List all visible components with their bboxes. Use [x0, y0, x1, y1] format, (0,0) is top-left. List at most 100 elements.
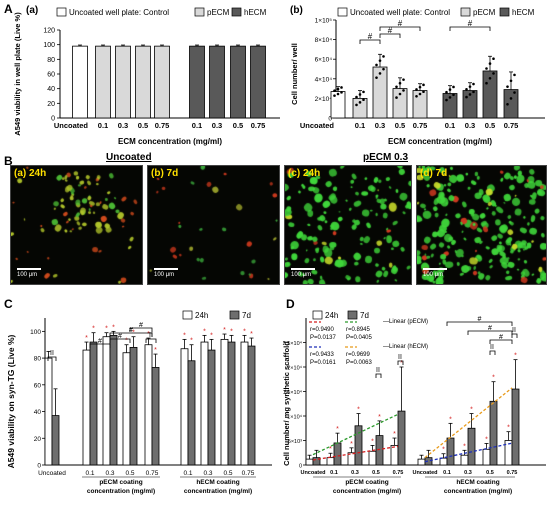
chart-ab-legend-pecm-label: pECM [473, 8, 496, 17]
chart-d-star: * [470, 407, 473, 414]
chart-ab-ytick-label: 6×10⁴ [315, 57, 333, 64]
chart-d-bar-24h [390, 444, 399, 466]
chart-c-star: * [125, 338, 128, 345]
chart-d-star: * [507, 425, 510, 432]
chart-aa-bar [135, 45, 151, 119]
chart-d-xlabel-h: hECM coating [456, 479, 499, 486]
chart-c-xtick-label: 0.1 [183, 470, 192, 477]
chart-ab-xtick-label: 0.3 [465, 121, 475, 130]
chart-aa-ytick-label: 40 [47, 86, 55, 93]
chart-ab-sig-bracket [359, 39, 381, 44]
chart-aa-xtick-label: 0.3 [212, 121, 222, 130]
chart-d-bar-24h [326, 457, 335, 466]
panel-letter-d: D [286, 297, 295, 311]
chart-ab-point [355, 103, 358, 107]
chart-d-xtick-label: 0.75 [507, 470, 518, 476]
chart-ab-sublabel: (b) [290, 5, 303, 16]
chart-aa-xtick-label: Uncoated [54, 121, 89, 130]
micro-image-a [11, 166, 142, 284]
chart-c-ytick-label: 100 [30, 329, 41, 336]
chart-aa-bar [72, 45, 88, 119]
chart-aa-bar [95, 45, 111, 119]
chart-ab-point [418, 85, 422, 89]
chart-d-bar-7d [354, 425, 363, 466]
chart-d-sig-bracket [511, 333, 518, 338]
chart-c-bar-24h [122, 352, 131, 466]
chart-ab-legend-hecm-label: hECM [512, 8, 535, 17]
chart-aa-bar [230, 45, 246, 119]
chart-aa-ytick-label: 60 [47, 72, 55, 79]
chart-c-star: * [112, 324, 115, 331]
chart-aa-legend-pecm-swatch [194, 7, 205, 17]
chart-ab-point [452, 85, 455, 89]
chart-ab-point [415, 94, 418, 98]
chart-d-trend-hecm-7d [424, 387, 513, 459]
panel-letter-b: B [4, 154, 13, 168]
chart-ab-xtick-label: 0.3 [375, 121, 385, 130]
chart-c-bar-7d [151, 367, 160, 466]
chart-d-trend-pecm-7d [312, 413, 399, 456]
chart-d-sig-mark: # [499, 334, 503, 341]
micro-panel-a: (a) 24h 100 μm [10, 165, 143, 285]
chart-ab-point [333, 89, 336, 93]
chart-d-bar-7d [375, 435, 384, 466]
chart-d-ytick-label: 0 [299, 464, 302, 470]
chart-d-bar-24h [439, 457, 448, 466]
chart-d-ytick-label: 2×10⁴ [287, 365, 302, 372]
micro-panel-c: (c) 24h 100 μm [284, 165, 412, 285]
chart-ab-point [445, 98, 448, 102]
chart-c-bar-7d [247, 345, 256, 466]
chart-c-xlabel-h-2: concentration (mg/ml) [184, 488, 252, 495]
chart-ab-point [395, 85, 398, 89]
chart-c-xtick-label: 0.75 [242, 470, 255, 477]
scale-bar-d [423, 268, 447, 270]
chart-c-star: * [92, 326, 95, 333]
chart-ab-point [336, 92, 340, 96]
chart-d-fit-hecm-p7: P=0.0063 [346, 360, 373, 366]
chart-d-star: * [378, 414, 381, 421]
chart-c-star: * [183, 332, 186, 339]
micro-panel-b: (b) 7d 100 μm [147, 165, 280, 285]
chart-d-sig-mark: # [478, 316, 482, 323]
chart-aa-ytick-label: 20 [47, 101, 55, 108]
chart-d-sig-mark: II [490, 344, 494, 351]
chart-ab-xtick-label: 0.1 [445, 121, 455, 130]
chart-c-star: * [243, 328, 246, 335]
chart-ab-point [336, 87, 340, 91]
chart-d-sig-mark: II [376, 367, 380, 374]
chart-ab-sig-mark: # [468, 19, 473, 28]
chart-aa-ylabel: A549 viability in well plate (Live %) [13, 12, 22, 136]
chart-ab-ytick-label: 1×10⁵ [315, 18, 333, 25]
chart-d-bar-7d [489, 400, 498, 466]
chart-d-xtick-label: 0.75 [393, 470, 404, 476]
panel-letter-a: A [4, 2, 13, 16]
chart-ab-point [358, 93, 362, 96]
chart-d-legend-24h-swatch [312, 310, 323, 320]
chart-d-sig-mark: II [512, 327, 516, 334]
chart-aa-legend-hecm-swatch [231, 7, 242, 17]
chart-d-bar-24h [460, 454, 469, 466]
chart-aa-bar [115, 45, 131, 119]
chart-c-sig-bracket [47, 356, 57, 361]
chart-ab-sig-bracket [449, 26, 491, 31]
chart-c-bar-7d [51, 415, 60, 466]
chart-d-star: * [514, 353, 517, 360]
chart-c-bar-24h [240, 341, 249, 466]
chart-ab-point [415, 88, 418, 91]
chart-c-legend-7d-label: 7d [242, 311, 251, 320]
chart-d-fit-pecm-r7: r=0.8945 [346, 327, 371, 333]
chart-ab-legend-hecm-swatch [499, 7, 510, 17]
chart-aa-ytick-label: 120 [43, 28, 55, 35]
chart-ab-sig-mark: # [368, 32, 373, 41]
chart-d-star: * [400, 360, 403, 367]
chart-c-star: * [147, 331, 150, 338]
chart-ab-point [382, 55, 385, 58]
chart-d-star: * [463, 443, 466, 450]
chart-c-bar-7d [109, 334, 118, 466]
chart-d-xtick-label: 0.3 [351, 470, 359, 476]
chart-c-star: * [203, 328, 206, 335]
chart-aa-legend-control-swatch [56, 7, 67, 17]
chart-aa-bar [209, 45, 225, 119]
chart-ab-ytick-label: 8×10⁴ [315, 37, 333, 44]
chart-d-bar-24h [305, 458, 314, 466]
